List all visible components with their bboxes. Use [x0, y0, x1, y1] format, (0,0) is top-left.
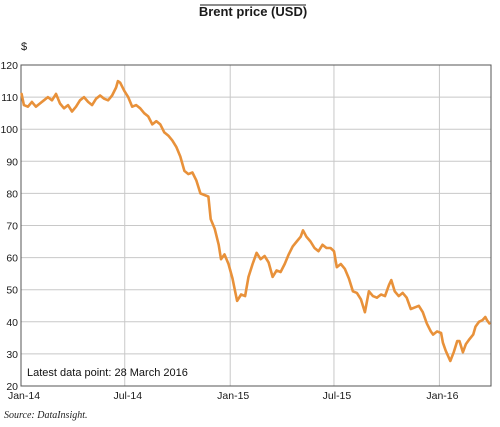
x-tick-label-0: Jan-14 — [8, 390, 40, 402]
y-tick-label-40: 40 — [6, 317, 18, 329]
x-tick-label-2: Jan-15 — [217, 390, 249, 402]
latest-data-annotation: Latest data point: 28 March 2016 — [27, 367, 188, 379]
y-tick-label-100: 100 — [0, 124, 18, 136]
y-tick-label-70: 70 — [6, 221, 18, 233]
brent-price-series-line — [20, 79, 491, 363]
x-tick-label-1: Jul-14 — [113, 390, 142, 402]
x-axis-ticks: Jan-14 Jul-14 Jan-15 Jul-15 Jan-16 — [8, 390, 459, 402]
chart-title: Brent price (USD) — [199, 4, 307, 19]
y-axis-ticks: 20 30 40 50 60 70 80 90 100 110 120 — [0, 60, 18, 393]
source-note: Source: DataInsight. — [4, 410, 88, 421]
plot-frame — [20, 64, 492, 387]
y-tick-label-30: 30 — [6, 349, 18, 361]
y-tick-label-50: 50 — [6, 285, 18, 297]
horizontal-gridlines — [21, 96, 491, 355]
y-tick-label-120: 120 — [0, 60, 18, 72]
y-axis-unit: $ — [21, 41, 27, 53]
y-tick-label-20: 20 — [6, 381, 18, 393]
y-tick-label-90: 90 — [6, 156, 18, 168]
y-tick-label-60: 60 — [6, 253, 18, 265]
x-tick-label-4: Jan-16 — [426, 390, 458, 402]
y-tick-label-110: 110 — [1, 92, 18, 104]
y-tick-label-80: 80 — [6, 188, 18, 200]
x-tick-label-3: Jul-15 — [323, 390, 352, 402]
